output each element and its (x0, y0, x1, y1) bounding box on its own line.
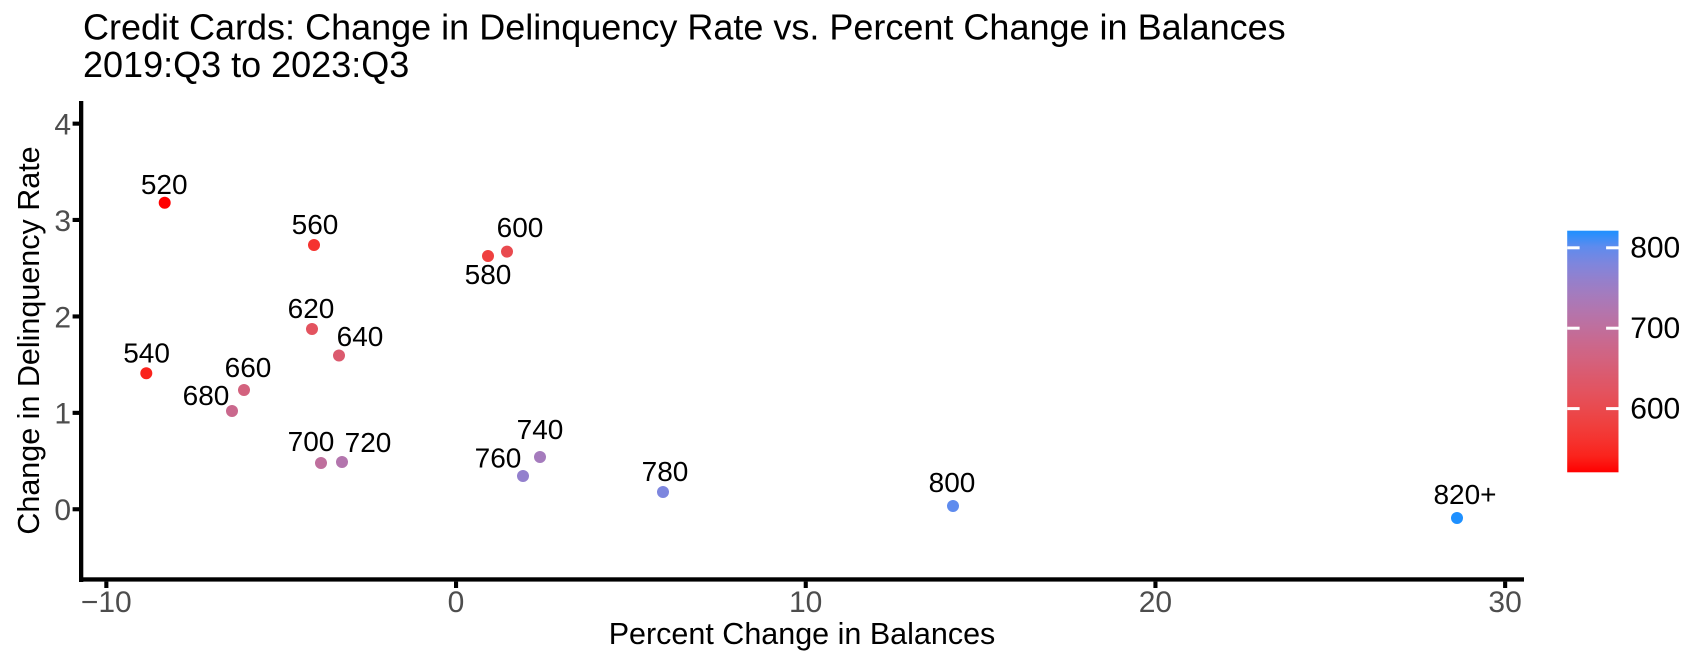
svg-text:540: 540 (123, 337, 170, 368)
svg-text:30: 30 (1488, 586, 1521, 619)
svg-text:3: 3 (54, 205, 71, 238)
svg-text:700: 700 (288, 426, 335, 457)
svg-text:Credit Cards: Change in Delinq: Credit Cards: Change in Delinquency Rate… (83, 6, 1286, 47)
svg-text:0: 0 (54, 494, 71, 527)
svg-text:640: 640 (337, 321, 384, 352)
svg-text:4: 4 (54, 109, 71, 142)
svg-text:2: 2 (54, 301, 71, 334)
svg-text:600: 600 (1630, 393, 1680, 426)
svg-text:Change in Delinquency Rate: Change in Delinquency Rate (12, 146, 46, 534)
svg-text:660: 660 (225, 352, 272, 383)
svg-text:Percent Change in Balances: Percent Change in Balances (609, 617, 996, 651)
svg-text:780: 780 (642, 456, 689, 487)
svg-text:580: 580 (465, 259, 512, 290)
svg-text:760: 760 (475, 443, 522, 474)
svg-text:820+: 820+ (1433, 479, 1496, 510)
svg-text:700: 700 (1630, 312, 1680, 345)
svg-text:800: 800 (929, 467, 976, 498)
svg-text:680: 680 (183, 380, 230, 411)
svg-text:620: 620 (288, 293, 335, 324)
svg-text:740: 740 (517, 414, 564, 445)
svg-text:520: 520 (141, 169, 188, 200)
svg-text:10: 10 (789, 586, 822, 619)
svg-text:0: 0 (448, 586, 465, 619)
svg-text:600: 600 (497, 212, 544, 243)
svg-text:−10: −10 (81, 586, 132, 619)
svg-text:800: 800 (1630, 232, 1680, 265)
svg-text:20: 20 (1139, 586, 1172, 619)
svg-text:560: 560 (292, 209, 339, 240)
svg-text:720: 720 (345, 427, 392, 458)
svg-text:2019:Q3 to 2023:Q3: 2019:Q3 to 2023:Q3 (83, 44, 409, 85)
svg-text:1: 1 (54, 398, 71, 431)
